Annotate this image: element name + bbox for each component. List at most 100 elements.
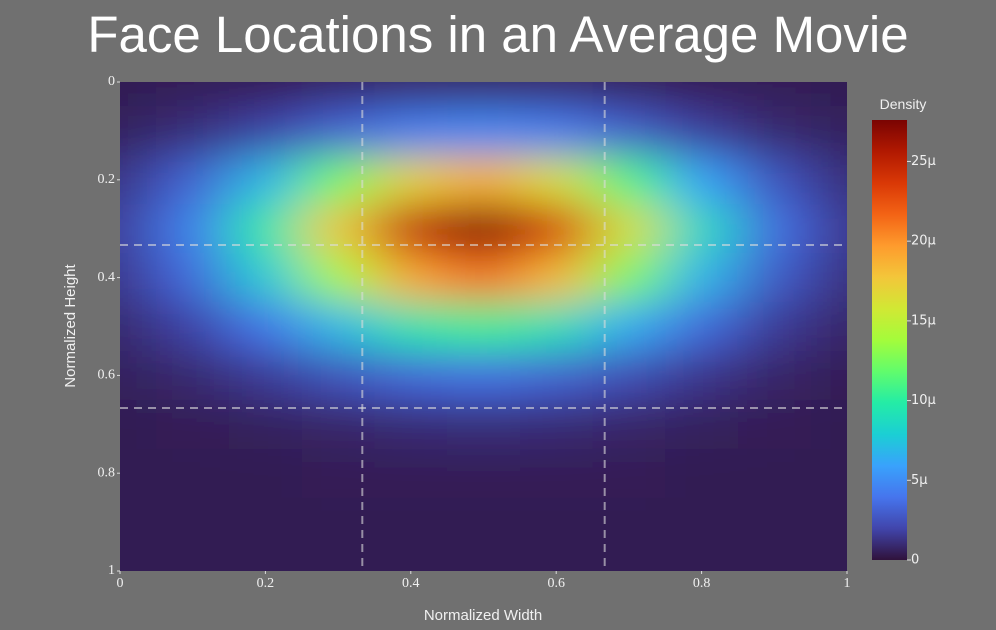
y-tick-label: 0.8	[98, 465, 116, 480]
heatmap-cell	[592, 106, 666, 156]
heatmap-cell	[519, 497, 594, 548]
heatmap-cell	[665, 448, 739, 499]
heatmap-cell	[447, 546, 521, 571]
heatmap-cell	[519, 302, 594, 352]
heatmap-cell	[229, 253, 303, 303]
heatmap-cell	[665, 350, 739, 401]
heatmap-cell	[120, 204, 157, 254]
heatmap-cell	[229, 302, 303, 352]
x-tick-label: 0.8	[693, 576, 711, 591]
heatmap-cell	[592, 253, 666, 303]
heatmap-cell	[374, 204, 448, 254]
heatmap-cell	[592, 302, 666, 352]
heatmap-cell	[737, 302, 812, 352]
heatmap-cell	[665, 82, 739, 107]
heatmap-cell	[120, 546, 157, 571]
heatmap-cell	[447, 106, 521, 156]
heatmap-cell	[301, 546, 375, 571]
colorbar-tick-label: 5μ	[911, 473, 928, 488]
heatmap-cell	[810, 82, 847, 107]
heatmap-cell	[592, 448, 666, 499]
heatmap-cell	[229, 204, 303, 254]
colorbar-tick-label: 0	[911, 553, 919, 568]
heatmap-cell	[737, 350, 812, 401]
heatmap-cell	[592, 204, 666, 254]
heatmap-cell	[374, 350, 448, 401]
heatmap-cell	[519, 106, 594, 156]
heatmap-cell	[156, 448, 230, 499]
heatmap-cell	[120, 106, 157, 156]
heatmap-cell	[810, 253, 847, 303]
heatmap-cell	[156, 546, 230, 571]
heatmap-cell	[447, 497, 521, 548]
heatmap-cell	[229, 106, 303, 156]
heatmap-cell	[301, 204, 375, 254]
heatmap-cell	[665, 155, 739, 205]
heatmap-cell	[810, 350, 847, 401]
heatmap-cell	[156, 204, 230, 254]
heatmap-cell	[156, 82, 230, 107]
y-tick-label: 0	[108, 74, 115, 89]
heatmap-cell	[374, 497, 448, 548]
y-tick-label: 0.6	[98, 368, 116, 383]
heatmap-cell	[665, 204, 739, 254]
heatmap-cell	[229, 448, 303, 499]
heatmap-cell	[737, 399, 812, 450]
heatmap-cell	[737, 155, 812, 205]
heatmap-cell	[301, 497, 375, 548]
colorbar	[872, 120, 907, 560]
chart-title: Face Locations in an Average Movie	[87, 6, 908, 63]
heatmap-cell	[301, 302, 375, 352]
heatmap-cell	[519, 448, 594, 499]
heatmap-cell	[737, 106, 812, 156]
x-tick-label: 0.6	[547, 576, 565, 591]
heatmap-cell	[156, 497, 230, 548]
heatmap-cell	[120, 302, 157, 352]
heatmap-cell	[447, 204, 521, 254]
x-tick-label: 0	[117, 576, 124, 591]
x-tick-label: 1	[844, 576, 851, 591]
heatmap-cell	[737, 253, 812, 303]
heatmap-cell	[374, 399, 448, 450]
heatmap-cell	[229, 82, 303, 107]
colorbar-tick-label: 15μ	[911, 313, 936, 328]
heatmap-cell	[519, 253, 594, 303]
heatmap-cell	[120, 82, 157, 107]
heatmap-cell	[301, 350, 375, 401]
heatmap-cell	[374, 253, 448, 303]
y-axis-label: Normalized Height	[62, 263, 79, 387]
heatmap-cell	[156, 350, 230, 401]
heatmap-cell	[156, 253, 230, 303]
heatmap-cell	[374, 546, 448, 571]
heatmap-cell	[120, 497, 157, 548]
heatmap-cell	[120, 253, 157, 303]
heatmap-cell	[737, 497, 812, 548]
y-tick-label: 0.4	[98, 270, 116, 285]
heatmap-cell	[592, 497, 666, 548]
heatmap-cell	[301, 155, 375, 205]
heatmap-cell	[519, 350, 594, 401]
heatmap-cell	[665, 546, 739, 571]
heatmap-cell	[592, 155, 666, 205]
heatmap-cell	[810, 546, 847, 571]
heatmap-cell	[737, 546, 812, 571]
y-tick-label: 0.2	[98, 172, 116, 187]
heatmap-cell	[156, 106, 230, 156]
heatmap-cell	[229, 155, 303, 205]
heatmap-cell	[374, 448, 448, 499]
heatmap	[120, 82, 847, 571]
heatmap-cell	[810, 497, 847, 548]
heatmap-cell	[592, 350, 666, 401]
heatmap-cell	[374, 106, 448, 156]
heatmap-cell	[374, 302, 448, 352]
heatmap-cell	[810, 106, 847, 156]
heatmap-cell	[120, 448, 157, 499]
heatmap-cell	[665, 253, 739, 303]
heatmap-cell	[810, 302, 847, 352]
colorbar-tick-label: 10μ	[911, 393, 936, 408]
heatmap-cell	[519, 155, 594, 205]
heatmap-cell	[665, 106, 739, 156]
heatmap-cell	[447, 82, 521, 107]
heatmap-cell	[301, 253, 375, 303]
colorbar-tick-label: 20μ	[911, 234, 936, 249]
